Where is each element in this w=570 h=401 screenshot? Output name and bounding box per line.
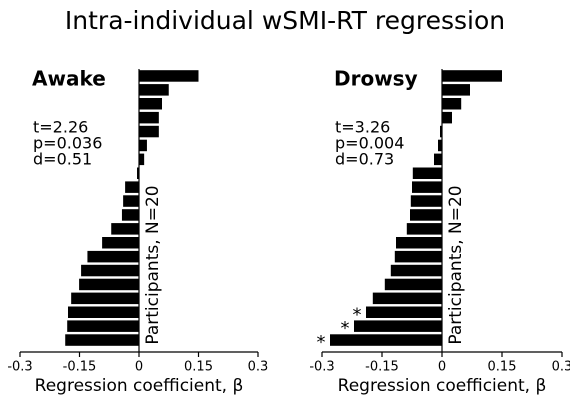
bar	[330, 334, 442, 346]
bar	[354, 320, 442, 332]
x-axis-label: Regression coefficient, β	[338, 376, 547, 396]
x-axis-label: Regression coefficient, β	[35, 376, 244, 396]
bar	[67, 306, 139, 318]
bar	[390, 264, 442, 277]
bar	[123, 195, 139, 207]
bar	[396, 237, 442, 249]
bar	[67, 320, 139, 332]
x-tick-label: 0.3	[552, 360, 570, 375]
bar	[139, 84, 169, 96]
x-tick-label: -0.15	[365, 360, 399, 375]
bar	[79, 278, 139, 291]
bar	[438, 139, 442, 152]
bar	[394, 250, 442, 263]
x-tick-label: 0	[135, 360, 143, 375]
x-tick-label: -0.3	[309, 360, 334, 375]
panel-title: Drowsy	[334, 67, 418, 91]
x-tick-label: -0.15	[63, 360, 97, 375]
bar	[442, 84, 470, 96]
bar	[139, 139, 147, 152]
bar	[410, 209, 442, 221]
bar	[121, 209, 139, 221]
x-tick-label: 0.15	[184, 360, 213, 375]
bar	[71, 292, 139, 305]
x-tick-label: -0.3	[7, 360, 32, 375]
bar	[139, 153, 145, 166]
bar	[442, 111, 452, 124]
stat-annotation: p=0.036	[33, 134, 102, 153]
bar	[125, 181, 139, 193]
stat-annotation: p=0.004	[335, 134, 404, 153]
bar	[111, 223, 139, 235]
significance-marker: *	[341, 318, 350, 339]
bar	[442, 70, 502, 82]
bar	[412, 181, 442, 193]
bar	[440, 125, 442, 138]
stat-annotation: d=0.51	[33, 150, 92, 169]
bar	[372, 292, 442, 305]
bar	[87, 250, 139, 263]
bar	[139, 98, 163, 110]
x-tick-label: 0.15	[488, 360, 517, 375]
figure-title: Intra-individual wSMI-RT regression	[65, 6, 505, 35]
bar	[366, 306, 442, 318]
bar	[412, 167, 442, 179]
bar	[139, 111, 159, 124]
bar	[434, 153, 442, 166]
x-tick-label: 0.3	[248, 360, 269, 375]
bar	[139, 70, 199, 82]
bar	[406, 223, 442, 235]
bar	[81, 264, 139, 277]
stat-annotation: d=0.73	[335, 150, 394, 169]
bar	[410, 195, 442, 207]
stat-annotation: t=3.26	[335, 118, 390, 137]
bar	[102, 237, 139, 249]
significance-marker: *	[353, 304, 362, 325]
y-axis-label: Participants, N=20	[446, 185, 466, 344]
x-tick-label: 0	[438, 360, 446, 375]
bar	[137, 167, 139, 179]
bar	[139, 125, 159, 138]
y-axis-label: Participants, N=20	[143, 185, 163, 344]
stat-annotation: t=2.26	[33, 118, 88, 137]
bar	[384, 278, 442, 291]
bar	[442, 98, 462, 110]
significance-marker: *	[317, 332, 326, 353]
bar	[65, 334, 139, 346]
panel-title: Awake	[32, 67, 106, 91]
